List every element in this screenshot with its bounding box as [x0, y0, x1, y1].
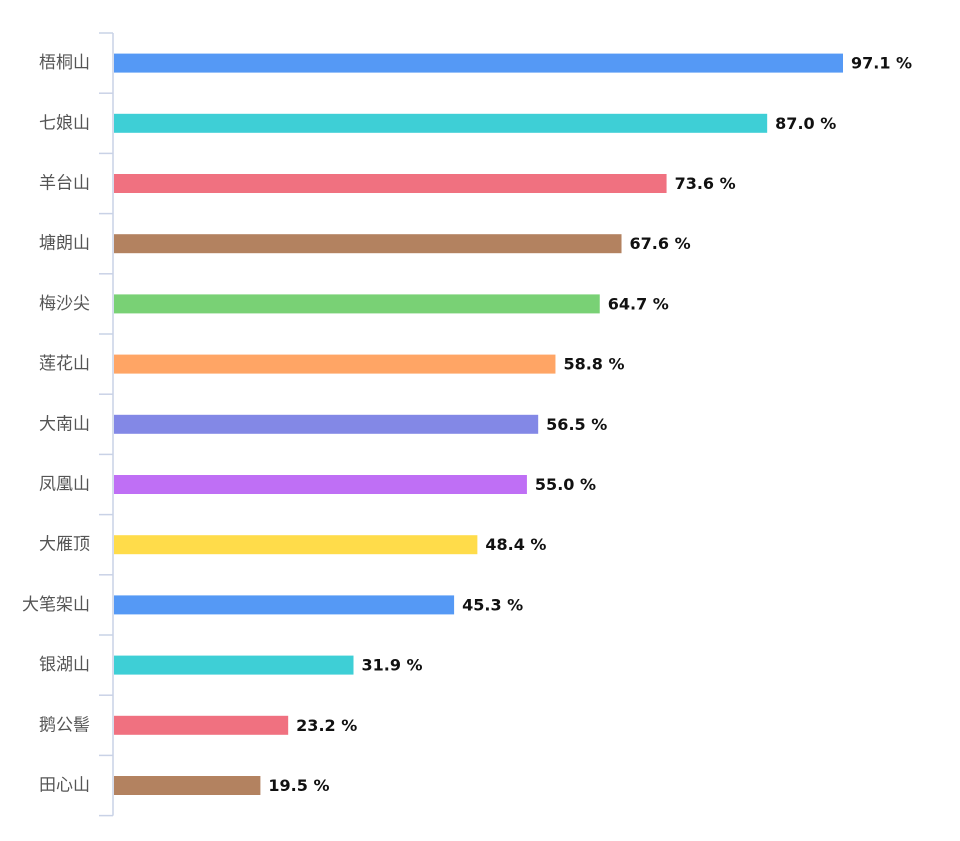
bar[interactable]: [114, 414, 539, 434]
value-label: 48.4 %: [485, 535, 546, 554]
value-label: 73.6 %: [675, 174, 736, 193]
value-label: 23.2 %: [296, 716, 357, 735]
category-label: 大南山: [39, 414, 90, 434]
value-label: 55.0 %: [535, 475, 596, 494]
bar[interactable]: [114, 595, 455, 615]
bar[interactable]: [114, 354, 556, 374]
value-label: 87.0 %: [775, 114, 836, 133]
bars: [114, 53, 843, 795]
category-label: 七娘山: [39, 113, 90, 133]
bar[interactable]: [114, 174, 667, 193]
value-label: 31.9 %: [361, 656, 422, 675]
value-label: 64.7 %: [608, 294, 669, 313]
category-label: 梅沙尖: [39, 294, 90, 314]
category-label: 大雁顶: [39, 535, 90, 555]
category-label: 塘朗山: [39, 234, 90, 254]
category-label: 银湖山: [39, 655, 90, 675]
category-label: 莲花山: [39, 354, 90, 374]
value-label: 67.6 %: [630, 234, 691, 253]
category-label: 梧桐山: [39, 53, 90, 73]
bar[interactable]: [114, 776, 261, 795]
bar[interactable]: [114, 234, 622, 254]
bar[interactable]: [114, 53, 843, 73]
bar[interactable]: [114, 113, 768, 133]
bar[interactable]: [114, 715, 289, 735]
bar[interactable]: [114, 294, 600, 314]
category-label: 羊台山: [39, 174, 90, 194]
value-label: 19.5 %: [268, 776, 329, 795]
value-label: 58.8 %: [563, 355, 624, 374]
category-label: 鹅公髻: [39, 714, 90, 735]
category-label: 凤凰山: [39, 475, 90, 495]
labels: 梧桐山 97.1 % 七娘山 87.0 % 羊台山 73.6 % 塘朗山 67.6 % 梅沙尖 6…: [22, 53, 912, 795]
category-label: 田心山: [39, 776, 90, 796]
value-label: 45.3 %: [462, 595, 523, 614]
y-axis: [99, 32, 114, 817]
bar[interactable]: [114, 475, 527, 494]
bar[interactable]: [114, 535, 478, 555]
category-label: 大笔架山: [22, 595, 90, 615]
value-label: 97.1 %: [851, 54, 912, 73]
value-label: 56.5 %: [546, 415, 607, 434]
bar[interactable]: [114, 655, 354, 675]
